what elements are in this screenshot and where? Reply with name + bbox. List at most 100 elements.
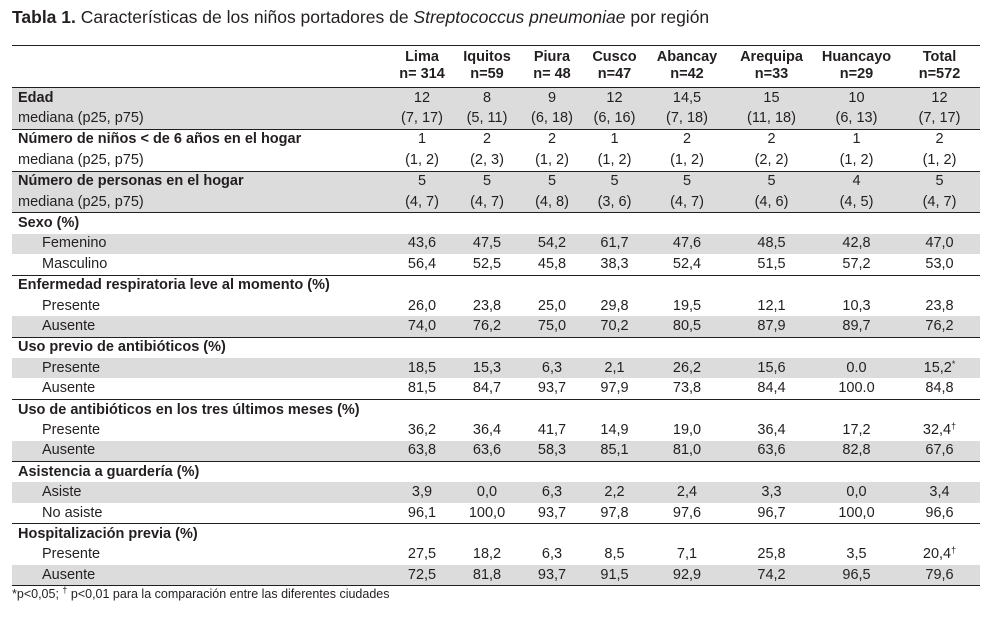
cell-value: (1, 2) [405, 151, 439, 168]
cell-value: 10,3 [842, 297, 871, 314]
cell-value [454, 523, 520, 545]
cell-value [390, 461, 454, 483]
cell-value [520, 523, 584, 545]
table-row: Ausente 63,8 63,6 58,3 85,1 81,0 63,6 82,8 67,6 [12, 440, 980, 462]
cell-value: 12 [584, 87, 645, 109]
cell-value: 47,6 [645, 233, 729, 255]
cell-value [390, 212, 454, 234]
cell-value [645, 398, 729, 421]
cell-value [584, 212, 645, 234]
row-label: mediana (p25, p75) [12, 191, 390, 213]
cell-value: (6, 16) [584, 108, 645, 130]
cell-value: 3,4 [899, 482, 980, 503]
cell-value: 96,7 [757, 504, 786, 521]
footnote-dagger: † [62, 585, 68, 595]
cell-value: 93,7 [520, 564, 584, 587]
row-label: Presente [42, 421, 101, 438]
row-label: Uso de antibióticos en los tres últimos … [12, 398, 390, 421]
cell-value: 91,5 [584, 564, 645, 587]
cell-value: 87,9 [729, 316, 814, 338]
cell-value: 63,8 [390, 440, 454, 462]
row-label: Presente [42, 297, 101, 314]
cell-value: 52,4 [672, 255, 702, 272]
table-row: Femenino 43,6 47,5 54,2 61,7 47,6 48,5 42,8 47,0 [12, 233, 980, 255]
cell-value: 58,3 [520, 440, 584, 462]
cell-value [729, 336, 814, 359]
cell-value: 63,6 [729, 440, 814, 462]
column-header: Iquitos n=59 [454, 45, 520, 88]
cell-value: (11, 18) [729, 108, 814, 130]
cell-value [520, 398, 584, 421]
cell-value [454, 398, 520, 421]
cell-value [899, 212, 980, 234]
cell-value [899, 523, 980, 545]
cell-value [584, 336, 645, 359]
cell-value: 2,1 [584, 358, 645, 379]
table-row: Sexo (%) [12, 212, 980, 234]
cell-value: (4, 7) [645, 191, 729, 213]
cell-value [729, 274, 814, 296]
cell-value: 25,0 [537, 297, 567, 314]
cell-value: 19,5 [672, 297, 702, 314]
row-label: No asiste [42, 504, 103, 521]
cell-value [814, 461, 899, 483]
cell-value: 6,3 [541, 546, 563, 563]
cell-value: 61,7 [584, 233, 645, 255]
cell-value: 51,5 [757, 255, 786, 272]
header-row-label [12, 45, 390, 88]
cell-value: 25,8 [757, 546, 786, 563]
cell-value: 100.0 [838, 380, 875, 397]
header-row: Lima n= 314 Iquitos n=59 Piura n= 48 Cusco n… [12, 45, 980, 88]
cell-value: 6,3 [520, 482, 584, 503]
cell-value: 0,0 [814, 482, 899, 503]
cell-value: 23,8 [925, 297, 954, 314]
cell-value: (7, 18) [645, 108, 729, 130]
cell-value: 52,5 [472, 255, 502, 272]
cell-value: 23,8 [472, 297, 502, 314]
cell-value [814, 274, 899, 296]
table-row: Uso de antibióticos en los tres últimos … [12, 398, 980, 421]
cell-value: 3,9 [390, 482, 454, 503]
table-row: Ausente 74,0 76,2 75,0 70,2 80,5 87,9 89,7 76,2 [12, 316, 980, 338]
cell-value [454, 212, 520, 234]
cell-value: 5 [520, 170, 584, 192]
column-header: Cusco n=47 [584, 45, 645, 88]
table-row: Número de niños < de 6 años en el hogar 1… [12, 128, 980, 151]
cell-value: (2, 2) [754, 151, 789, 168]
cell-value: 5 [729, 170, 814, 192]
cell-value: 29,8 [600, 297, 629, 314]
cell-value: 0.0 [814, 358, 899, 379]
caption-label: Tabla 1. [12, 7, 76, 27]
row-label: Ausente [12, 564, 390, 587]
cell-value: 76,2 [454, 316, 520, 338]
table-footnote: *p<0,05; † p<0,01 para la comparación en… [12, 585, 389, 602]
table-row: Uso previo de antibióticos (%) [12, 336, 980, 359]
table-row: Presente 36,2 36,4 41,7 14,9 19,0 36,4 17,2 32,4… [12, 420, 980, 440]
cell-value: 0,0 [454, 482, 520, 503]
cell-value [899, 274, 980, 296]
table-row: mediana (p25, p75) (7, 17) (5, 11) (6, 18)(… [12, 108, 980, 130]
cell-value: 93,7 [537, 504, 567, 521]
cell-value: (3, 6) [584, 191, 645, 213]
cell-value: 96,1 [407, 504, 437, 521]
cell-value: 47,5 [454, 233, 520, 255]
table-row: Presente 26,0 23,8 25,0 29,8 19,5 12,1 10,3 23,8 [12, 296, 980, 316]
cell-value: 2 [729, 128, 814, 151]
cell-value: 5 [390, 170, 454, 192]
table-row: mediana (p25, p75) (4, 7) (4, 7) (4, 8) (3, … [12, 191, 980, 213]
cell-value [645, 274, 729, 296]
cell-value [645, 461, 729, 483]
cell-value: 76,2 [899, 316, 980, 338]
row-label: Hospitalización previa (%) [12, 523, 390, 545]
table-row: Enfermedad respiratoria leve al momento … [12, 274, 980, 296]
cell-value: 15,3 [454, 358, 520, 379]
cell-value: 63,6 [454, 440, 520, 462]
cell-value: (2, 3) [470, 151, 504, 168]
cell-value [729, 461, 814, 483]
row-label: mediana (p25, p75) [12, 108, 390, 130]
row-label: Presente [12, 358, 390, 379]
cell-value: 100,0 [468, 504, 506, 521]
cell-value: 7,1 [676, 546, 698, 563]
table-row: Presente 27,5 18,2 6,3 8,5 7,1 25,8 3,5 20,4† [12, 545, 980, 565]
cell-value: 10 [814, 87, 899, 109]
